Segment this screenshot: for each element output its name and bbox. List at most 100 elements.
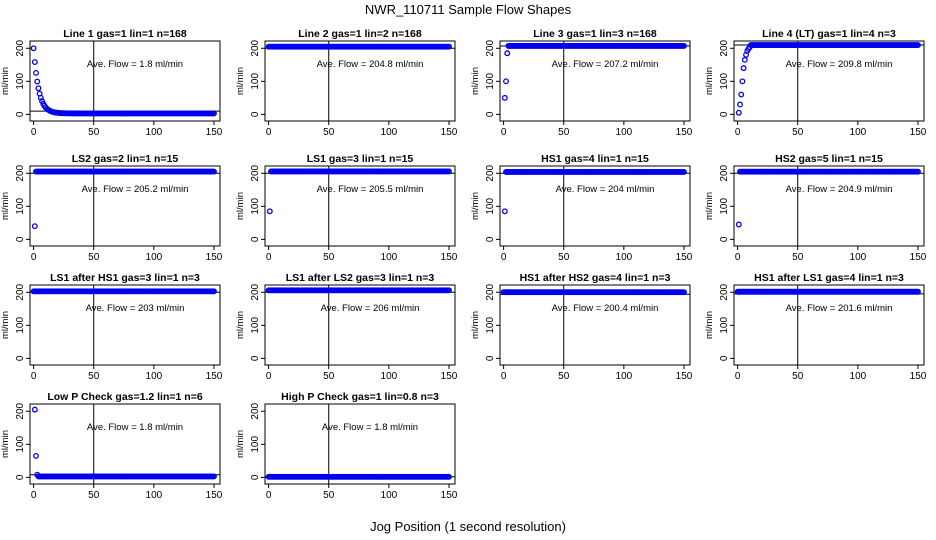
y-tick-label: 200 <box>250 283 261 300</box>
y-tick-label: 100 <box>15 317 26 334</box>
y-tick-label: 200 <box>719 39 730 56</box>
y-tick-label: 200 <box>15 283 26 300</box>
data-point <box>740 65 747 72</box>
x-tick-label: 50 <box>792 371 804 382</box>
data-point <box>35 85 42 92</box>
data-point <box>915 42 921 48</box>
panels-grid: Line 1 gas=1 lin=1 n=168 0 50 100 150 0 100 200… <box>0 28 927 501</box>
data-points <box>735 168 921 228</box>
y-tick-label: 200 <box>250 164 261 181</box>
data-point <box>211 288 217 295</box>
y-axis-label: ml/min <box>0 192 11 220</box>
average-flow-annotation: Ave. Flow = 205.5 ml/min <box>317 184 424 195</box>
panel-title: HS1 after LS1 gas=4 lin=1 n=3 <box>754 272 904 284</box>
y-tick-label: 100 <box>719 317 730 334</box>
plot-frame <box>264 403 456 485</box>
y-tick-label: 0 <box>250 111 261 117</box>
plot-frame <box>29 165 221 247</box>
x-tick-label: 150 <box>910 127 927 138</box>
x-tick-label: 50 <box>792 252 804 263</box>
data-points <box>734 288 921 295</box>
y-axis-label: ml/min <box>0 430 11 458</box>
y-tick-label: 100 <box>15 73 26 90</box>
y-tick-label: 100 <box>15 198 26 215</box>
average-flow-annotation: Ave. Flow = 205.2 ml/min <box>82 184 189 195</box>
panel-title: LS1 after LS2 gas=3 lin=1 n=3 <box>286 272 435 284</box>
data-point <box>915 288 921 295</box>
panel-title: HS1 gas=4 lin=1 n=15 <box>541 153 649 165</box>
y-tick-label: 200 <box>250 402 261 419</box>
panel-title: High P Check gas=1 lin=0.8 n=3 <box>281 391 439 403</box>
x-tick-label: 150 <box>441 252 458 263</box>
average-flow-annotation: Ave. Flow = 1.8 ml/min <box>87 422 183 433</box>
panel-title: Line 1 gas=1 lin=1 n=168 <box>63 28 187 40</box>
data-point <box>504 50 511 57</box>
x-tick-label: 100 <box>381 127 398 138</box>
y-tick-label: 0 <box>15 111 26 117</box>
y-axis-label: ml/min <box>704 192 715 220</box>
x-tick-label: 100 <box>616 371 633 382</box>
x-tick-label: 150 <box>676 371 693 382</box>
y-tick-label: 0 <box>250 474 261 480</box>
x-tick-label: 50 <box>558 127 570 138</box>
data-point <box>741 56 748 63</box>
y-tick-label: 0 <box>719 111 730 117</box>
data-point <box>34 78 41 85</box>
panel-8: HS2 gas=5 lin=1 n=15 0 50 100 150 0 100 200 ml/m… <box>704 153 927 263</box>
data-point <box>681 168 687 175</box>
y-axis-label: ml/min <box>704 67 715 95</box>
x-tick-label: 0 <box>735 252 741 263</box>
data-points <box>265 473 452 480</box>
x-tick-label: 100 <box>146 252 163 263</box>
panel-title: LS1 gas=3 lin=1 n=15 <box>307 153 414 165</box>
panel-11: HS1 after HS2 gas=4 lin=1 n=3 0 50 100 150 0 1… <box>470 272 693 382</box>
data-point <box>31 406 38 413</box>
y-tick-label: 0 <box>15 355 26 361</box>
figure-xlabel: Jog Position (1 second resolution) <box>370 519 566 534</box>
x-tick-label: 0 <box>266 127 272 138</box>
x-tick-label: 50 <box>88 371 100 382</box>
plot-frame <box>264 284 456 366</box>
x-tick-label: 150 <box>676 252 693 263</box>
x-tick-label: 0 <box>501 371 507 382</box>
y-tick-label: 200 <box>15 402 26 419</box>
panel-6: LS1 gas=3 lin=1 n=15 0 50 100 150 0 100 200 ml/m… <box>235 153 458 263</box>
panel-title: HS1 after HS2 gas=4 lin=1 n=3 <box>520 272 671 284</box>
y-axis-label: ml/min <box>235 67 246 95</box>
y-tick-label: 100 <box>250 317 261 334</box>
data-points <box>265 43 452 50</box>
y-axis-label: ml/min <box>470 192 481 220</box>
average-flow-annotation: Ave. Flow = 1.8 ml/min <box>322 422 418 433</box>
data-points <box>30 288 217 295</box>
average-flow-annotation: Ave. Flow = 207.2 ml/min <box>552 59 659 70</box>
y-tick-label: 100 <box>485 73 496 90</box>
y-tick-label: 100 <box>250 198 261 215</box>
x-tick-label: 100 <box>381 371 398 382</box>
data-point <box>503 78 509 85</box>
average-flow-annotation: Ave. Flow = 1.8 ml/min <box>87 59 183 70</box>
y-axis-label: ml/min <box>470 67 481 95</box>
data-point <box>681 42 687 49</box>
y-tick-label: 200 <box>485 164 496 181</box>
x-tick-label: 150 <box>910 371 927 382</box>
panel-title: HS2 gas=5 lin=1 n=15 <box>775 153 883 165</box>
x-tick-label: 0 <box>31 490 37 501</box>
data-point <box>211 110 217 117</box>
plot-frame <box>29 40 221 122</box>
x-tick-label: 50 <box>88 490 100 501</box>
plot-frame <box>733 165 925 247</box>
x-tick-label: 0 <box>31 127 37 138</box>
y-tick-label: 0 <box>485 236 496 242</box>
y-axis-label: ml/min <box>235 192 246 220</box>
data-points <box>501 168 687 215</box>
y-tick-label: 100 <box>485 317 496 334</box>
x-tick-label: 0 <box>266 490 272 501</box>
average-flow-annotation: Ave. Flow = 204 ml/min <box>556 184 655 195</box>
x-tick-label: 150 <box>441 127 458 138</box>
y-tick-label: 200 <box>485 283 496 300</box>
data-point <box>30 45 37 52</box>
plot-frame <box>733 284 925 366</box>
y-tick-label: 0 <box>719 236 730 242</box>
average-flow-annotation: Ave. Flow = 204.9 ml/min <box>786 184 893 195</box>
